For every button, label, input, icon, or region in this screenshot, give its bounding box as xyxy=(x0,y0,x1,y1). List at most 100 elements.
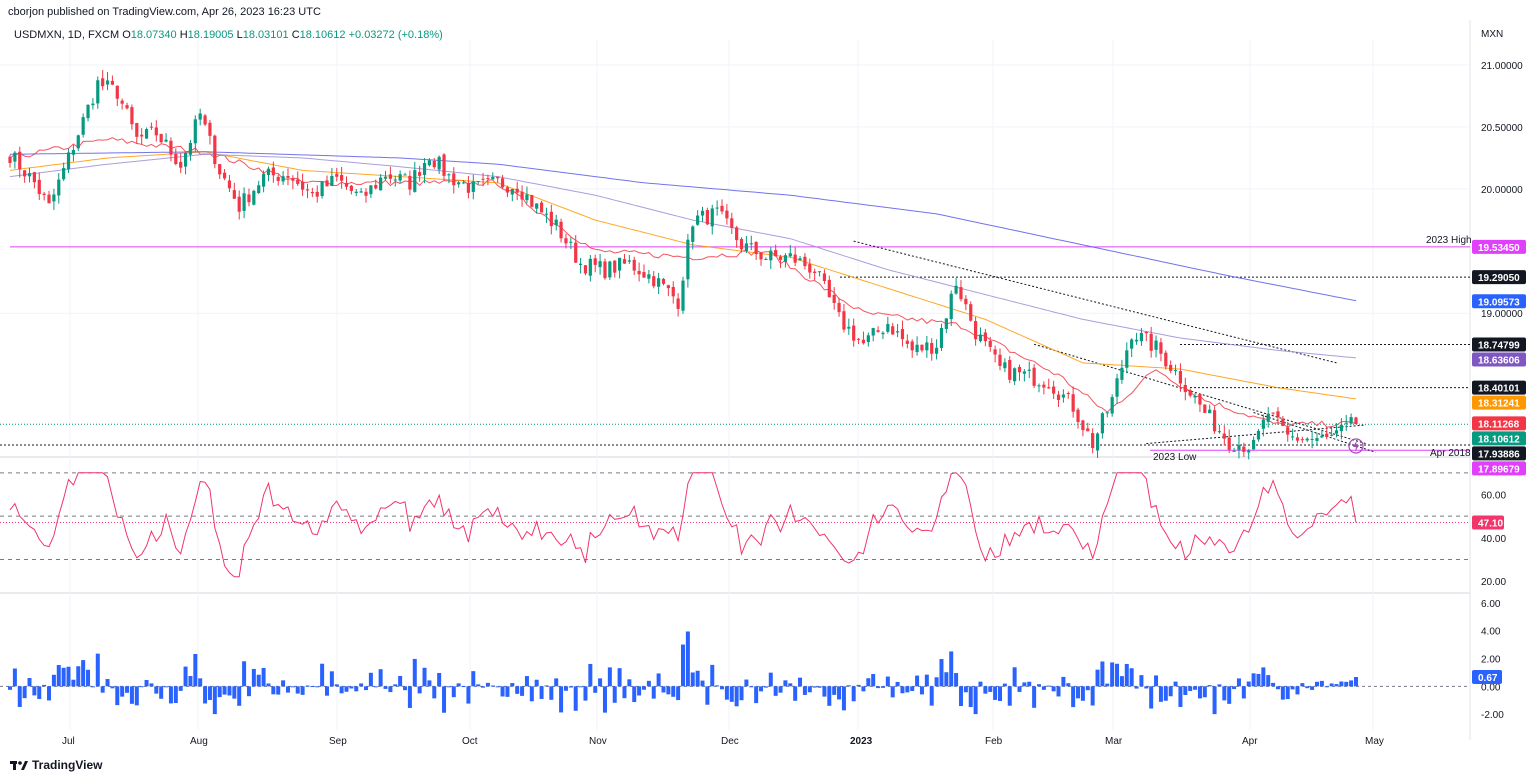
macd-histogram-bar xyxy=(1173,681,1178,687)
macd-histogram-bar xyxy=(456,683,461,687)
macd-tick-label: 0.00 xyxy=(1481,682,1501,693)
candle-body xyxy=(1251,439,1256,450)
price-axis-tag-label: 18.40101 xyxy=(1478,384,1520,395)
macd-histogram-bar xyxy=(1212,686,1217,715)
macd-histogram-bar xyxy=(841,686,846,711)
candle-body xyxy=(18,151,22,170)
macd-histogram-bar xyxy=(1183,686,1188,696)
macd-histogram-bar xyxy=(1305,686,1310,689)
macd-histogram-bar xyxy=(1232,686,1237,690)
candle-body xyxy=(198,113,202,120)
candle-body xyxy=(905,340,909,344)
candle-body xyxy=(891,326,895,335)
candle-body xyxy=(1027,369,1031,371)
price-axis-tag-label: 18.31241 xyxy=(1478,399,1520,410)
macd-histogram-bar xyxy=(76,666,81,687)
candle-body xyxy=(949,293,953,320)
candle-body xyxy=(8,156,12,163)
macd-histogram-bar xyxy=(212,686,217,715)
candle-body xyxy=(57,179,61,196)
macd-histogram-bar xyxy=(1197,686,1202,699)
macd-histogram-bar xyxy=(129,686,134,704)
candle-body xyxy=(1164,352,1168,367)
candle-body xyxy=(1037,385,1041,387)
macd-histogram-bar xyxy=(934,677,939,687)
candle-body xyxy=(1110,397,1114,414)
candle-body xyxy=(1022,371,1026,374)
candle-body xyxy=(237,196,241,212)
candle-body xyxy=(813,271,817,274)
time-tick-label: Nov xyxy=(589,736,607,747)
low-value: 18.03101 xyxy=(242,29,289,41)
price-axis-tag xyxy=(1472,431,1526,446)
candle-body xyxy=(520,191,524,200)
macd-histogram-bar xyxy=(602,686,607,713)
macd-histogram-bar xyxy=(1251,673,1256,687)
macd-histogram-bar xyxy=(100,686,105,693)
macd-histogram-bar xyxy=(266,683,271,687)
candle-body xyxy=(686,239,690,280)
macd-histogram-bar xyxy=(490,685,495,687)
rsi-tick-label: 60.00 xyxy=(1481,491,1506,502)
price-axis-tag-label: 19.53450 xyxy=(1478,243,1520,254)
candle-body xyxy=(403,174,407,176)
candle-body xyxy=(461,182,466,184)
macd-histogram-bar xyxy=(1066,683,1071,687)
candle-body xyxy=(866,335,870,343)
macd-histogram-bar xyxy=(822,686,827,697)
macd-histogram-bar xyxy=(417,686,422,694)
macd-histogram-bar xyxy=(407,686,412,708)
macd-histogram-bar xyxy=(1139,675,1144,687)
macd-histogram-bar xyxy=(915,675,920,687)
candle-body xyxy=(666,285,670,289)
macd-histogram-bar xyxy=(1105,683,1110,687)
macd-histogram-bar xyxy=(422,667,427,687)
macd-histogram-bar xyxy=(1275,686,1280,690)
symbol-label[interactable]: USDMXN, 1D, FXCM xyxy=(14,29,120,41)
candle-body xyxy=(783,255,788,262)
candle-body xyxy=(944,318,948,329)
candle-body xyxy=(13,152,17,162)
moving-average-line xyxy=(9,137,1357,428)
candle-body xyxy=(598,261,602,268)
candle-body xyxy=(427,160,432,166)
macd-histogram-bar xyxy=(324,686,329,696)
candle-body xyxy=(388,174,392,179)
candle-body xyxy=(1330,434,1334,436)
candle-body xyxy=(876,330,880,332)
candle-body xyxy=(1100,413,1105,434)
candle-body xyxy=(193,119,197,144)
macd-histogram-bar xyxy=(339,686,344,694)
price-axis-tag xyxy=(1472,294,1526,309)
candle-body xyxy=(661,278,666,284)
candle-body xyxy=(822,273,827,282)
macd-histogram-bar xyxy=(949,651,954,687)
candle-body xyxy=(296,179,300,184)
macd-histogram-bar xyxy=(349,686,354,689)
candle-body xyxy=(1159,342,1163,354)
candle-body xyxy=(759,252,763,260)
macd-histogram-bar xyxy=(61,667,66,687)
macd-histogram-bar xyxy=(637,686,642,696)
macd-histogram-bar xyxy=(71,679,76,687)
candle-body xyxy=(96,80,100,104)
macd-histogram-bar xyxy=(281,680,286,687)
candle-body xyxy=(959,287,963,300)
price-axis-tag-label: 18.11268 xyxy=(1478,419,1520,430)
macd-histogram-bar xyxy=(549,686,554,700)
macd-histogram-bar xyxy=(944,672,949,687)
macd-histogram-bar xyxy=(578,686,583,688)
tradingview-logo[interactable]: TradingView xyxy=(10,758,102,772)
candle-body xyxy=(364,191,368,196)
macd-histogram-bar xyxy=(1090,686,1095,706)
candle-body xyxy=(213,135,217,165)
macd-histogram-bar xyxy=(237,686,242,706)
candle-body xyxy=(564,238,568,244)
macd-histogram-bar xyxy=(983,686,988,694)
candle-body xyxy=(676,298,680,309)
macd-histogram-bar xyxy=(310,686,315,688)
candle-body xyxy=(247,194,251,203)
macd-histogram-bar xyxy=(329,671,334,687)
candle-body xyxy=(413,170,417,192)
